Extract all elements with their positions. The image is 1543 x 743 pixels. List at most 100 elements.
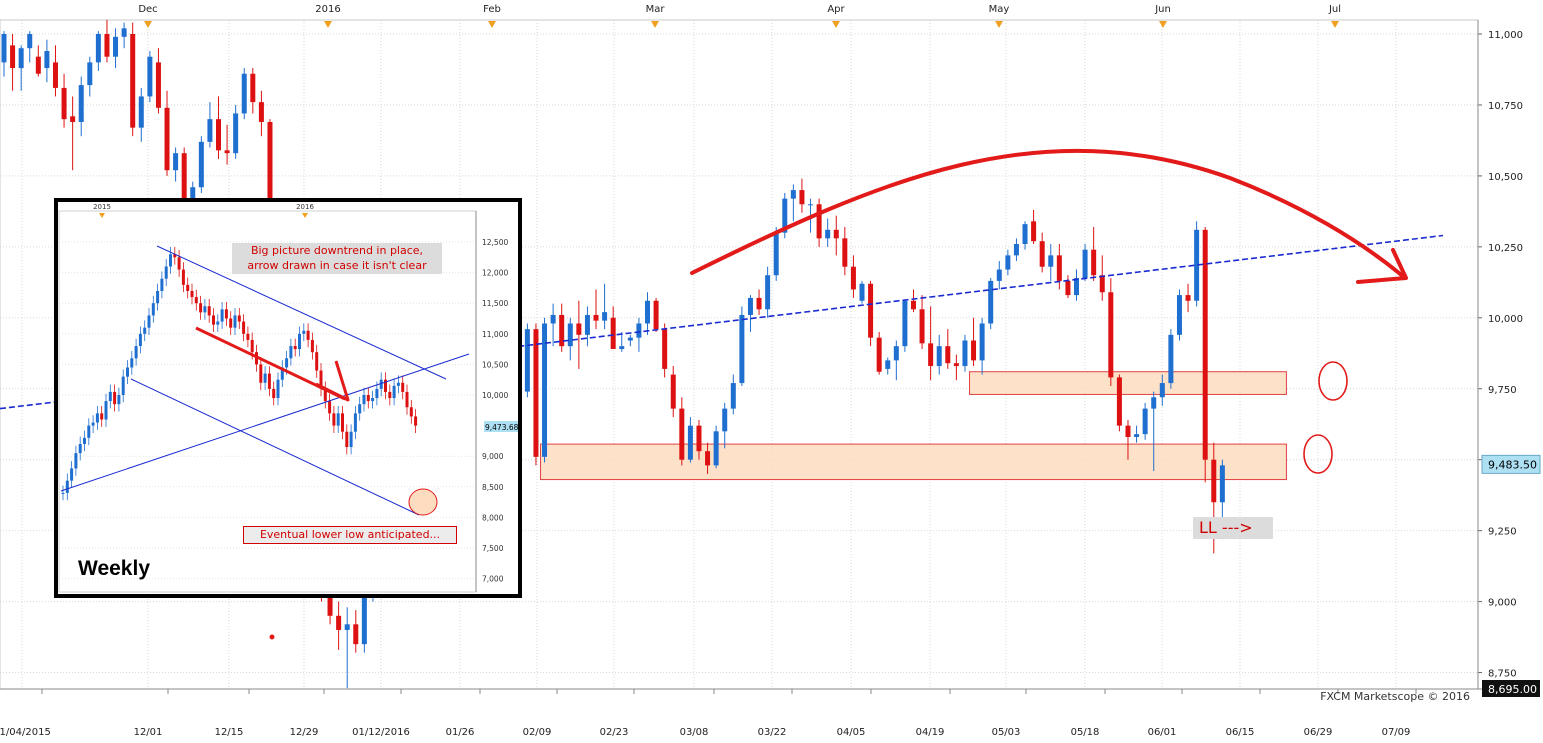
inset-candle-body — [70, 468, 74, 481]
candle-body — [953, 363, 959, 367]
inset-candle-body — [138, 333, 142, 347]
x-tick-label: 06/15 — [1226, 727, 1255, 738]
inset-candle-body — [328, 401, 332, 414]
candle-body — [1022, 224, 1028, 245]
inset-candle-body — [298, 333, 301, 350]
inset-candle-body — [276, 379, 280, 399]
candle-body — [602, 312, 608, 321]
inset-candle-body — [349, 431, 353, 448]
inset-candle-body — [310, 339, 314, 353]
ll-annotation-text: LL ---> — [1199, 518, 1253, 537]
candle-body — [910, 300, 916, 310]
inset-candle-body — [220, 309, 224, 322]
candle-body — [1194, 229, 1200, 301]
candle-body — [233, 113, 239, 154]
inset-y-tick-label: 11,500 — [482, 299, 508, 308]
x-tick-label: 01/12/2016 — [352, 727, 410, 738]
candle-body — [353, 624, 359, 645]
inset-candle-body — [388, 391, 392, 399]
candle-body — [95, 34, 101, 63]
candle-body — [18, 48, 24, 69]
candle-body — [1185, 295, 1191, 301]
inset-candle-body — [246, 333, 250, 340]
candle-body — [104, 34, 110, 57]
candle-body — [1013, 244, 1019, 256]
support-zone — [540, 443, 1287, 481]
candle-body — [361, 595, 367, 645]
inset-candle-body — [160, 278, 164, 291]
current-price-label: 9,483.50 — [1488, 458, 1537, 471]
inset-candle-body — [177, 257, 181, 270]
x-tick-label: 03/22 — [758, 727, 787, 738]
inset-y-tick-label: 10,000 — [482, 391, 508, 400]
inset-note-bottom-text: Eventual lower low anticipated... — [259, 528, 441, 541]
inset-candle-body — [143, 327, 147, 334]
inset-y-tick-label: 12,000 — [482, 269, 508, 278]
inset-candle-body — [267, 373, 271, 389]
inset-candle-body — [199, 303, 203, 313]
inset-candle-body — [323, 388, 327, 402]
candle-body — [773, 232, 779, 276]
inset-y-tick-label: 8,000 — [482, 513, 504, 522]
month-label: Apr — [827, 4, 845, 15]
inset-candle-body — [126, 367, 129, 377]
candle-body — [988, 280, 994, 324]
inset-candle-body — [169, 254, 172, 267]
inset-candle-body — [345, 431, 349, 448]
candle-body — [1091, 249, 1097, 276]
inset-y-tick-label: 10,500 — [482, 360, 508, 369]
month-marker — [1159, 21, 1167, 28]
x-tick-label: 04/05 — [837, 727, 866, 738]
inset-candle-body — [250, 339, 254, 353]
candle-body — [344, 624, 350, 630]
candle-body — [696, 425, 702, 452]
inset-candle-body — [113, 391, 117, 405]
inset-candle-body — [409, 407, 413, 417]
candle-body — [962, 340, 968, 367]
inset-candle-body — [194, 297, 198, 304]
inset-y-tick-label: 7,500 — [482, 544, 504, 553]
candle-body — [627, 337, 633, 341]
inset-candle-body — [272, 388, 276, 399]
candle-body — [1099, 275, 1105, 293]
inset-candle-body — [392, 385, 396, 399]
inset-y-tick-label: 8,500 — [482, 483, 504, 492]
y-tick-label: 10,750 — [1488, 101, 1523, 112]
candle-body — [919, 309, 925, 344]
candle-body — [842, 238, 848, 267]
candle-body — [893, 346, 899, 361]
x-tick-label: 01/26 — [446, 727, 475, 738]
candle-body — [782, 198, 788, 233]
candle-body — [833, 229, 839, 239]
inset-candle-body — [396, 382, 400, 386]
inset-y-tick-label: 9,000 — [482, 452, 504, 461]
inset-target-circle — [408, 488, 438, 516]
inset-channel-top — [156, 245, 447, 380]
x-tick-label: 12/29 — [290, 727, 319, 738]
candle-body — [1082, 249, 1088, 279]
resistance-trendline — [0, 234, 1444, 410]
inset-candle-body — [371, 398, 375, 402]
candle-body — [584, 314, 590, 335]
candle-body — [113, 36, 119, 57]
candle-body — [1, 34, 7, 63]
inset-candle-body — [289, 346, 293, 359]
candle-body — [567, 323, 573, 347]
inset-candle-body — [121, 376, 125, 395]
candle-body — [155, 62, 161, 108]
candle-body — [662, 329, 668, 369]
candle-body — [790, 190, 796, 199]
candle-body — [850, 266, 856, 290]
month-label: Feb — [483, 4, 501, 15]
candle-body — [1176, 295, 1182, 335]
candle-body — [267, 121, 273, 247]
y-tick-label: 11,000 — [1488, 30, 1523, 41]
inset-candle-body — [229, 318, 233, 328]
candle-body — [1065, 280, 1071, 296]
inset-downtrend-arrowhead — [315, 360, 350, 402]
candle-body — [336, 615, 342, 630]
candle-body — [1219, 465, 1225, 503]
inset-candle-body — [285, 358, 289, 368]
inset-candle-body — [242, 321, 246, 334]
